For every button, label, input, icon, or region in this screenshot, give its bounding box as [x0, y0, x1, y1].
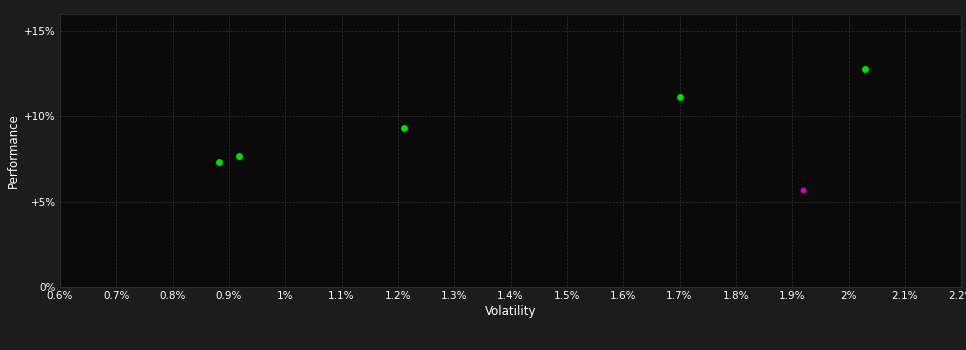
- Point: [396, 126, 412, 131]
- X-axis label: Volatility: Volatility: [485, 305, 536, 318]
- Y-axis label: Performance: Performance: [7, 113, 20, 188]
- Point: [671, 94, 687, 99]
- Point: [231, 153, 246, 159]
- Point: [858, 66, 873, 71]
- Point: [211, 160, 226, 165]
- Point: [796, 187, 811, 192]
